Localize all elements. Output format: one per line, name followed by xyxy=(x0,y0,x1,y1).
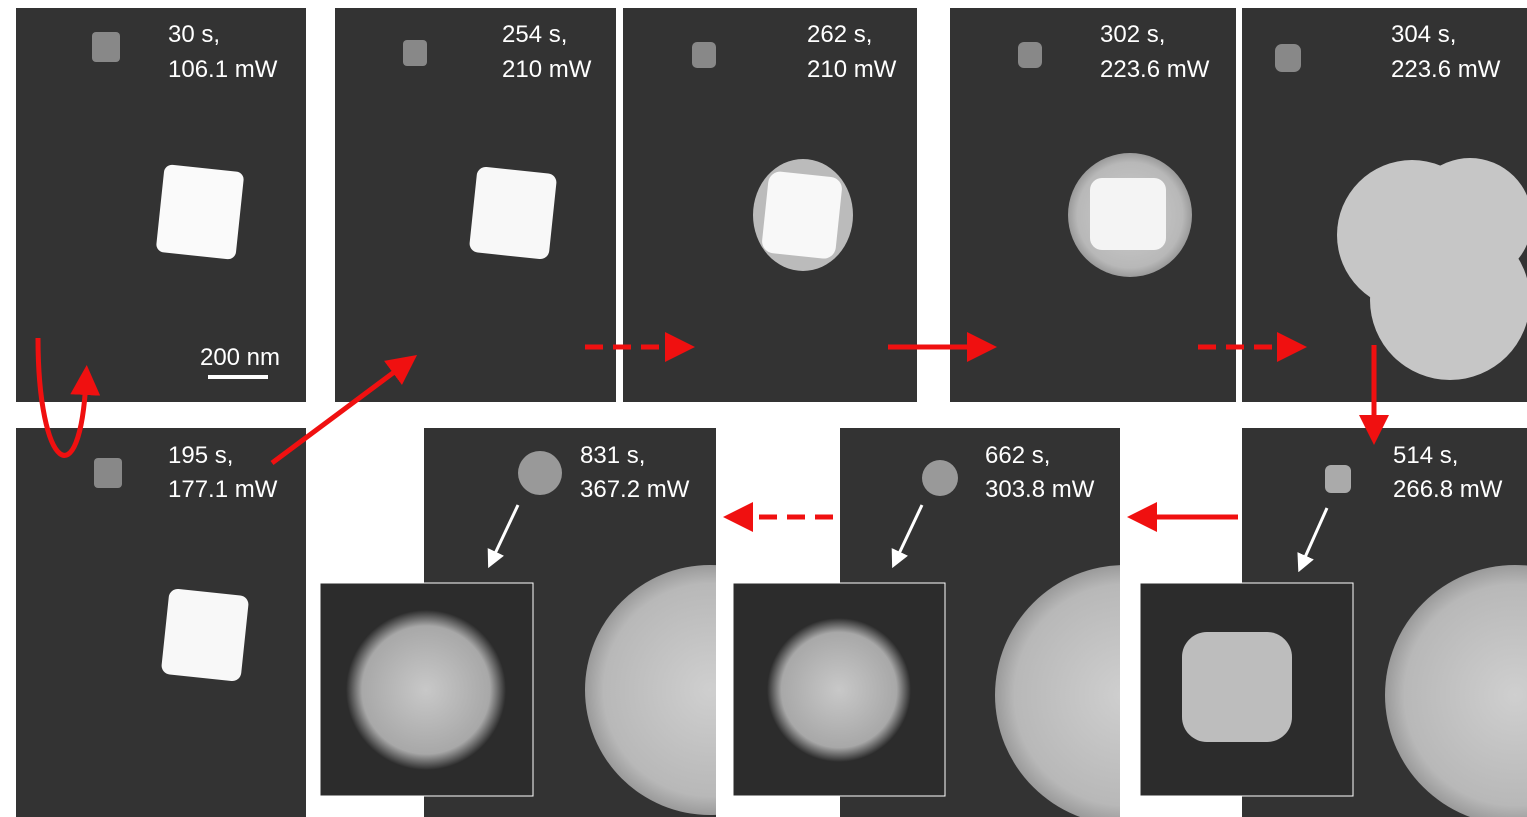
power-label: 223.6 mW xyxy=(1391,56,1501,83)
power-label: 266.8 mW xyxy=(1393,476,1503,503)
time-label: 302 s, xyxy=(1100,21,1165,48)
power-label: 177.1 mW xyxy=(168,476,278,503)
time-label: 254 s, xyxy=(502,21,567,48)
time-label: 514 s, xyxy=(1393,442,1458,469)
figure: 200 nm 30 s, 106.1 mW 254 s, 210 mW 262 … xyxy=(0,0,1527,817)
power-label: 367.2 mW xyxy=(580,476,690,503)
insets xyxy=(320,583,1353,796)
power-label: 106.1 mW xyxy=(168,56,278,83)
power-label: 210 mW xyxy=(502,56,592,83)
power-label: 303.8 mW xyxy=(985,476,1095,503)
time-label: 662 s, xyxy=(985,442,1050,469)
time-label: 195 s, xyxy=(168,442,233,469)
time-label: 262 s, xyxy=(807,21,872,48)
power-label: 210 mW xyxy=(807,56,897,83)
power-label: 223.6 mW xyxy=(1100,56,1210,83)
scale-label: 200 nm xyxy=(200,344,280,371)
time-label: 304 s, xyxy=(1391,21,1456,48)
time-label: 831 s, xyxy=(580,442,645,469)
time-label: 30 s, xyxy=(168,21,220,48)
